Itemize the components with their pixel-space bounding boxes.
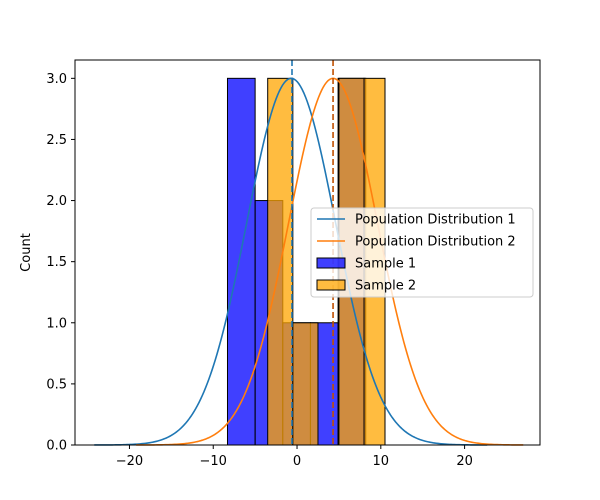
x-tick-label-5: 20 [456,454,473,469]
x-axis-ticks: −20 −10 0 10 20 [116,445,473,469]
x-tick-label-1: −20 [116,454,143,469]
x-tick-label-3: 0 [293,454,301,469]
y-axis-ticks: 0.0 0.5 1.0 1.5 2.0 2.5 3.0 [46,72,75,454]
y-tick-label-6: 2.5 [46,133,67,148]
legend: Population Distribution 1 Population Dist… [310,207,534,298]
x-tick-label-4: 10 [373,454,390,469]
bar-s2-2 [292,322,319,446]
distribution-curves [94,77,524,446]
legend-swatch-sample-1 [316,257,346,269]
y-tick-label-3: 1.0 [46,316,67,331]
y-tick-label-2: 0.5 [46,377,67,392]
y-tick-label-7: 3.0 [46,72,67,87]
y-tick-label-5: 2.0 [46,194,67,209]
legend-swatch-sample-2 [316,279,346,291]
curve-population-distribution-1 [94,77,488,446]
bar-s1-1 [226,77,256,446]
legend-label-population-distribution-1: Population Distribution 1 [355,213,516,228]
y-tick-label-1: 0.0 [46,439,67,454]
legend-label-population-distribution-2: Population Distribution 2 [355,235,516,250]
legend-box [310,207,534,298]
x-tick-label-2: −10 [200,454,227,469]
legend-label-sample-1: Sample 1 [355,257,416,272]
legend-label-sample-2: Sample 2 [355,279,416,294]
y-tick-label-4: 1.5 [46,255,67,270]
curve-population-distribution-2 [136,77,524,446]
y-axis-label: Count [19,233,34,272]
axes-frame [74,59,541,446]
